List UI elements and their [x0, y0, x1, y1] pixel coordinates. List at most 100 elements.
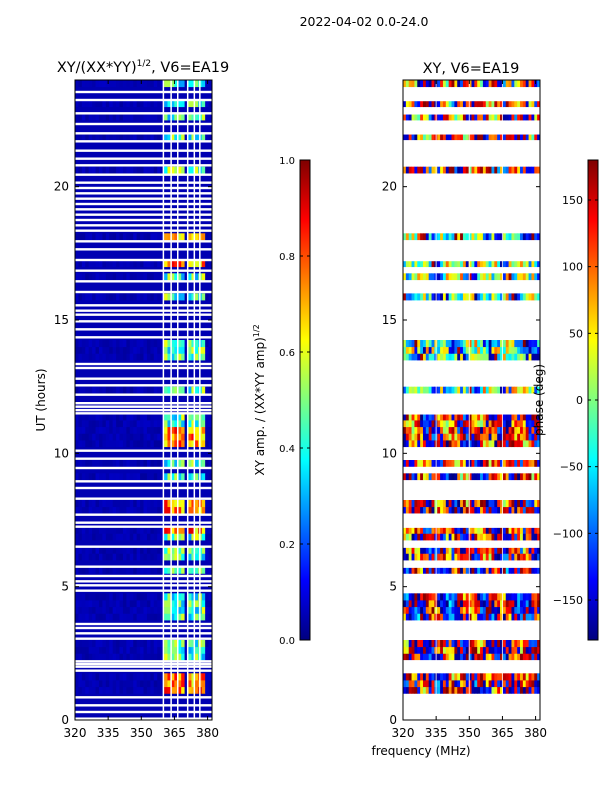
phase-cell: [457, 166, 461, 174]
phase-cell: [457, 420, 461, 428]
phase-cell: [480, 533, 484, 541]
phase-cell: [534, 460, 538, 468]
phase-cell: [471, 546, 475, 554]
phase-cell: [454, 346, 458, 354]
phase-cell: [405, 353, 410, 361]
amplitude-cell: [208, 340, 212, 348]
amplitude-cell: [153, 233, 158, 241]
amplitude-cell: [160, 273, 165, 281]
amplitude-cell: [177, 260, 182, 268]
phase-cell: [500, 420, 504, 428]
amplitude-cell: [116, 293, 120, 301]
phase-cell: [528, 260, 532, 268]
phase-cell: [477, 260, 481, 268]
phase-cell: [522, 353, 527, 361]
phase-cell: [500, 680, 504, 688]
phase-cell: [482, 506, 487, 514]
amplitude-cell: [105, 640, 110, 648]
amplitude-cell: [129, 353, 134, 361]
phase-cell: [500, 593, 504, 601]
phase-cell: [528, 526, 532, 534]
phase-cell: [537, 413, 540, 421]
phase-cell: [445, 640, 450, 648]
phase-cell: [517, 293, 521, 301]
amplitude-cell: [95, 340, 100, 348]
phase-cell: [403, 113, 407, 121]
phase-cell: [457, 346, 461, 354]
amplitude-cell: [194, 460, 199, 468]
phase-cell: [525, 260, 529, 268]
phase-cell: [454, 433, 458, 441]
amplitude-cell: [92, 680, 96, 688]
amplitude-cell: [78, 606, 83, 614]
amplitude-cell: [153, 260, 158, 268]
amplitude-cell: [95, 593, 100, 601]
phase-cell: [445, 606, 450, 614]
amplitude-cell: [119, 526, 124, 534]
amplitude-cell: [201, 606, 206, 614]
phase-cell: [468, 473, 472, 481]
phase-cell: [522, 113, 527, 121]
phase-cell: [485, 613, 490, 621]
phase-cell: [505, 533, 509, 541]
phase-cell: [480, 346, 484, 354]
phase-cell: [537, 593, 540, 601]
phase-cell: [488, 440, 492, 448]
amplitude-cell: [188, 260, 192, 268]
amplitude-cell: [146, 353, 151, 361]
phase-cell: [497, 386, 501, 394]
amplitude-cell: [205, 166, 209, 174]
amplitude-cell: [116, 433, 120, 441]
phase-cell: [477, 640, 481, 648]
amplitude-cell: [98, 526, 103, 534]
phase-cell: [451, 646, 455, 654]
amplitude-cell: [181, 606, 185, 614]
phase-cell: [460, 500, 464, 508]
phase-cell: [462, 426, 467, 434]
phase-cell: [531, 426, 535, 434]
amplitude-cell: [81, 593, 86, 601]
phase-cell: [422, 473, 427, 481]
phase-cell: [411, 413, 415, 421]
phase-cell: [474, 346, 478, 354]
phase-cell: [485, 413, 490, 421]
phase-cell: [508, 80, 512, 88]
amplitude-cell: [157, 606, 162, 614]
phase-cell: [485, 546, 490, 554]
phase-missing-row: [403, 521, 540, 524]
amplitude-cell: [92, 613, 96, 621]
amplitude-cell: [105, 553, 110, 561]
phase-cell: [502, 500, 507, 508]
phase-cell: [497, 500, 501, 508]
phase-cell: [471, 533, 475, 541]
amplitude-cell: [157, 420, 162, 428]
phase-cell: [497, 420, 501, 428]
phase-cell: [517, 606, 521, 614]
phase-cell: [417, 133, 421, 141]
amplitude-cell: [174, 80, 179, 88]
amplitude-cell: [88, 80, 93, 88]
phase-cell: [408, 233, 412, 241]
amplitude-cell: [98, 680, 103, 688]
amplitude-cell: [119, 500, 124, 508]
phase-cell: [525, 133, 529, 141]
amplitude-cell: [205, 646, 209, 654]
amplitude-cell: [177, 473, 182, 481]
phase-missing-row: [403, 192, 540, 195]
phase-cell: [442, 166, 447, 174]
phase-cell: [468, 460, 472, 468]
amplitude-cell: [102, 566, 107, 574]
amplitude-cell: [109, 500, 114, 508]
phase-cell: [451, 680, 455, 688]
phase-cell: [511, 606, 515, 614]
phase-missing-row: [403, 290, 540, 294]
phase-cell: [408, 80, 412, 88]
amplitude-missing-row: [75, 132, 212, 135]
phase-cell: [408, 293, 412, 301]
phase-cell: [497, 506, 501, 514]
amplitude-cell: [102, 413, 107, 421]
phase-cell: [517, 133, 521, 141]
phase-cell: [505, 133, 509, 141]
phase-cell: [471, 440, 475, 448]
phase-cell: [422, 653, 427, 661]
